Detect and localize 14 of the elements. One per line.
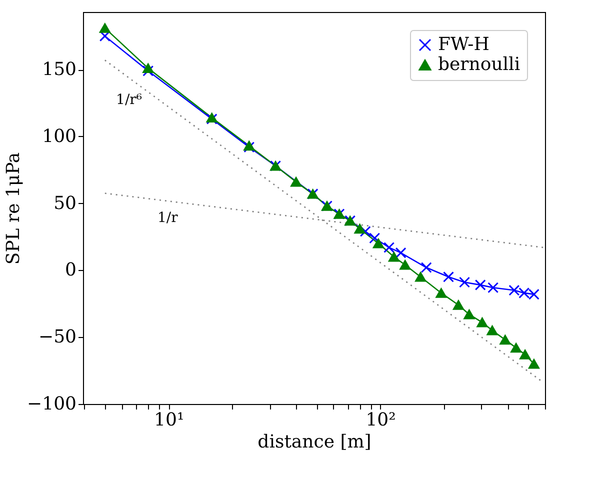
y-tick-label: 100 (42, 126, 76, 147)
y-tick-label: −100 (27, 394, 76, 414)
y-tick-label: 150 (42, 59, 76, 80)
y-tick-label: 0 (65, 260, 76, 281)
y-axis-title: SPL re 1μPa (3, 152, 24, 265)
x-tick-label: 10² (366, 410, 396, 430)
y-tick-label: 50 (54, 192, 76, 214)
x-tick-label: 10¹ (154, 410, 184, 430)
legend-label: FW-H (438, 34, 490, 55)
annotation: 1/r (157, 210, 178, 226)
x-axis-title: distance [m] (258, 432, 372, 452)
annotation: 1/r⁶ (116, 92, 142, 108)
legend-label: bernoulli (438, 54, 520, 75)
y-tick-label: −50 (38, 326, 76, 348)
